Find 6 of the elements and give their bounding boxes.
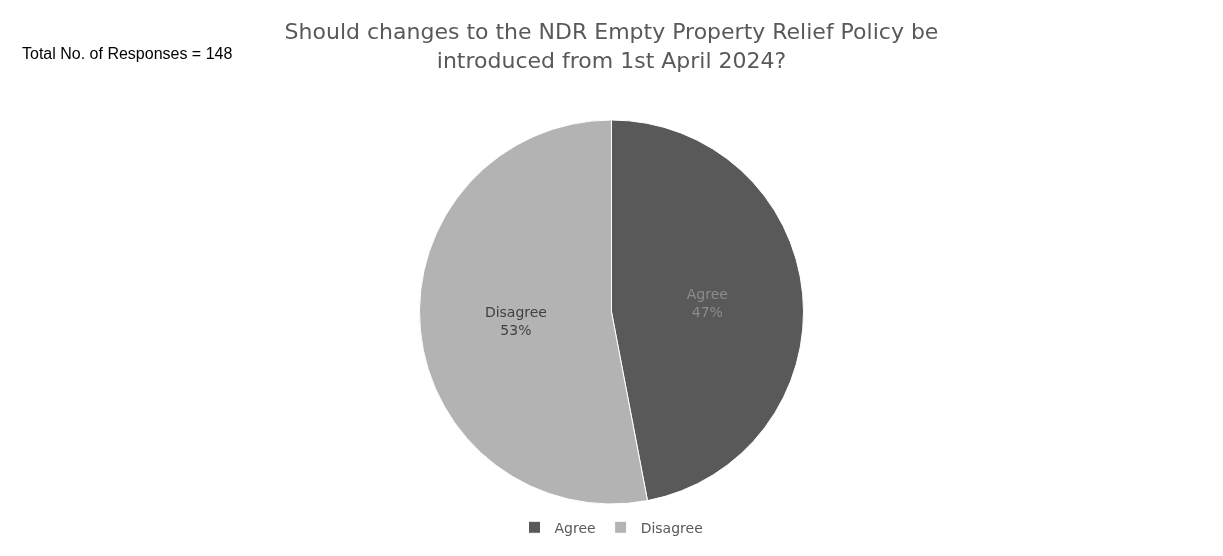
chart-title: Should changes to the NDR Empty Property Relief Policy be introduced from 1st April 2024? (284, 18, 939, 73)
slice-label: Disagree (484, 303, 547, 320)
data-label: 53% (500, 322, 532, 339)
legend-label: Disagree (640, 519, 703, 536)
text: Total No. of Responses = 148 (22, 45, 233, 62)
legend-label: Agree (554, 519, 596, 536)
